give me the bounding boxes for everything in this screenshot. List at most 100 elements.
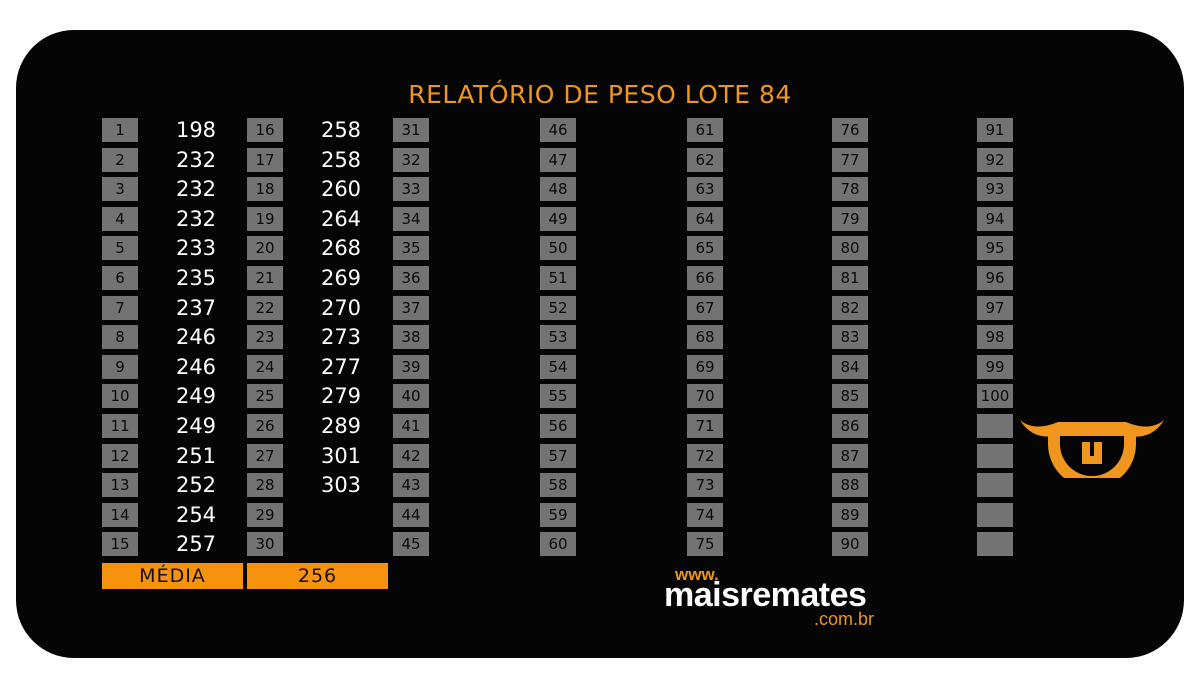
animal-weight-value: 269 [320, 266, 362, 290]
animal-number-cell: 76 [832, 118, 868, 142]
animal-number-cell: 50 [540, 236, 576, 260]
average-label: MÉDIA [102, 563, 243, 589]
animal-number-cell: 97 [977, 296, 1013, 320]
animal-number-cell: 99 [977, 355, 1013, 379]
animal-number-cell: 11 [102, 414, 138, 438]
animal-number-cell: 17 [247, 148, 283, 172]
animal-weight-value [1033, 265, 1109, 291]
animal-number-cell: 75 [687, 532, 723, 556]
animal-number-cell: 25 [247, 384, 283, 408]
animal-weight-value [1033, 531, 1109, 557]
animal-number-cell: 7 [102, 296, 138, 320]
animal-number-cell: 90 [832, 532, 868, 556]
animal-number-cell: 62 [687, 148, 723, 172]
animal-number-cell: 27 [247, 444, 283, 468]
animal-number-cell: 13 [102, 473, 138, 497]
animal-weight-value [888, 472, 964, 498]
animal-weight-value [449, 443, 525, 469]
animal-weight-value [596, 117, 672, 143]
animal-number-cell: 68 [687, 325, 723, 349]
animal-number-cell: 96 [977, 266, 1013, 290]
animal-weight-value [303, 531, 379, 557]
animal-number-cell: 80 [832, 236, 868, 260]
animal-weight-value [449, 324, 525, 350]
animal-weight-value [596, 354, 672, 380]
animal-number-cell: 44 [393, 503, 429, 527]
animal-number-cell [977, 414, 1013, 438]
animal-weight-value [596, 295, 672, 321]
animal-weight-value [596, 413, 672, 439]
animal-number-cell: 87 [832, 444, 868, 468]
animal-number-cell: 14 [102, 503, 138, 527]
animal-number-cell: 59 [540, 503, 576, 527]
animal-weight-value [888, 176, 964, 202]
animal-number-cell: 51 [540, 266, 576, 290]
animal-number-cell: 47 [540, 148, 576, 172]
animal-number-cell: 71 [687, 414, 723, 438]
animal-number-cell: 10 [102, 384, 138, 408]
animal-number-cell: 1 [102, 118, 138, 142]
animal-number-cell [977, 473, 1013, 497]
animal-weight-value [1033, 206, 1109, 232]
animal-weight-value [596, 324, 672, 350]
animal-number-cell: 43 [393, 473, 429, 497]
animal-number-cell: 18 [247, 177, 283, 201]
animal-weight-value [743, 117, 819, 143]
animal-number-cell: 56 [540, 414, 576, 438]
animal-weight-value [449, 265, 525, 291]
animal-weight-value: 249 [175, 414, 217, 438]
animal-number-cell: 35 [393, 236, 429, 260]
animal-number-cell: 46 [540, 118, 576, 142]
animal-weight-value [449, 206, 525, 232]
animal-weight-value [743, 147, 819, 173]
animal-number-cell: 6 [102, 266, 138, 290]
animal-weight-value [743, 472, 819, 498]
animal-number-cell: 24 [247, 355, 283, 379]
animal-number-cell: 2 [102, 148, 138, 172]
animal-weight-value [596, 531, 672, 557]
animal-number-cell: 19 [247, 207, 283, 231]
animal-weight-value [888, 413, 964, 439]
animal-weight-value [743, 383, 819, 409]
animal-number-cell: 66 [687, 266, 723, 290]
animal-weight-value: 251 [175, 444, 217, 468]
animal-number-cell: 69 [687, 355, 723, 379]
animal-number-cell: 21 [247, 266, 283, 290]
animal-number-cell: 77 [832, 148, 868, 172]
animal-number-cell [977, 532, 1013, 556]
animal-number-cell: 53 [540, 325, 576, 349]
animal-weight-value [449, 472, 525, 498]
animal-weight-value [888, 206, 964, 232]
animal-number-cell: 37 [393, 296, 429, 320]
animal-weight-value: 232 [175, 148, 217, 172]
animal-weight-value: 198 [175, 118, 217, 142]
animal-number-cell: 45 [393, 532, 429, 556]
animal-number-cell: 94 [977, 207, 1013, 231]
animal-weight-value [743, 295, 819, 321]
animal-weight-value: 249 [175, 384, 217, 408]
animal-weight-value [743, 324, 819, 350]
animal-weight-value [1033, 147, 1109, 173]
animal-weight-value: 233 [175, 236, 217, 260]
animal-weight-value: 303 [320, 473, 362, 497]
animal-number-cell: 81 [832, 266, 868, 290]
animal-weight-value [1033, 354, 1109, 380]
animal-number-cell: 23 [247, 325, 283, 349]
animal-number-cell: 82 [832, 296, 868, 320]
animal-number-cell: 5 [102, 236, 138, 260]
brand-www: www. [675, 565, 719, 584]
brand-name: maisremates [664, 576, 867, 614]
animal-weight-value [743, 443, 819, 469]
animal-number-cell: 31 [393, 118, 429, 142]
animal-number-cell: 58 [540, 473, 576, 497]
animal-number-cell: 40 [393, 384, 429, 408]
animal-number-cell: 63 [687, 177, 723, 201]
animal-weight-value [888, 383, 964, 409]
animal-number-cell: 60 [540, 532, 576, 556]
animal-number-cell: 3 [102, 177, 138, 201]
animal-number-cell: 83 [832, 325, 868, 349]
animal-number-cell: 91 [977, 118, 1013, 142]
animal-number-cell: 61 [687, 118, 723, 142]
animal-weight-value [888, 147, 964, 173]
animal-weight-value [449, 413, 525, 439]
